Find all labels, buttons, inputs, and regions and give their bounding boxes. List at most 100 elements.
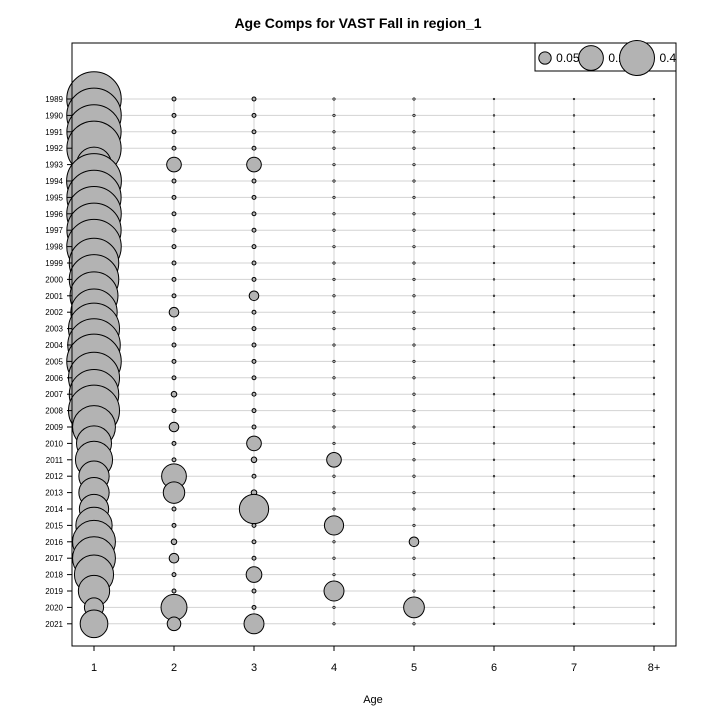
- bubble-point: [332, 441, 336, 445]
- bubble-point: [170, 390, 178, 398]
- bubble-point: [492, 622, 496, 625]
- bubble-point: [492, 311, 496, 314]
- bubble-point: [572, 524, 576, 527]
- bubble-point: [251, 604, 257, 610]
- bubble-point: [492, 294, 496, 297]
- y-tick-label: 1999: [45, 259, 63, 268]
- bubble-point: [251, 96, 257, 102]
- bubble-point: [245, 566, 263, 583]
- y-tick-label: 2002: [45, 308, 63, 317]
- bubble-point: [332, 474, 336, 478]
- bubble-point: [652, 229, 656, 232]
- bubble-point: [168, 421, 180, 433]
- bubble-point: [412, 474, 416, 478]
- bubble-point: [572, 475, 576, 478]
- y-tick-label: 2011: [46, 456, 64, 465]
- bubble-point: [332, 261, 336, 265]
- bubble-point: [412, 425, 416, 429]
- x-tick-label: 5: [411, 662, 417, 674]
- bubble-point: [492, 327, 496, 330]
- y-tick-label: 2019: [45, 587, 63, 596]
- bubble-point: [251, 129, 257, 135]
- bubble-point: [332, 491, 336, 495]
- bubble-point: [332, 556, 336, 560]
- bubble-point: [323, 515, 345, 536]
- bubble-point: [492, 475, 496, 478]
- bubble-point: [332, 163, 336, 167]
- bubble-point: [332, 425, 336, 429]
- bubble-point: [246, 435, 262, 452]
- bubble-point: [332, 327, 336, 331]
- bubble-point: [492, 425, 496, 429]
- bubble-layer: [66, 71, 656, 639]
- x-tick-label: 7: [571, 662, 577, 674]
- bubble-point: [412, 523, 416, 527]
- y-tick-label: 1989: [45, 95, 63, 104]
- bubble-point: [332, 113, 336, 117]
- bubble-point: [492, 278, 496, 281]
- x-tick-label: 2: [171, 662, 177, 674]
- bubble-point: [652, 343, 656, 347]
- y-tick-label: 1993: [45, 161, 63, 170]
- bubble-point: [171, 260, 177, 266]
- bubble-point: [332, 343, 336, 347]
- bubble-point: [572, 343, 576, 347]
- bubble-point: [652, 393, 656, 396]
- x-tick-label: 4: [331, 662, 337, 674]
- bubble-point: [412, 228, 416, 232]
- bubble-point: [652, 245, 656, 248]
- bubble-point: [652, 278, 656, 281]
- bubble-point: [403, 596, 425, 619]
- y-tick-label: 2018: [45, 571, 63, 580]
- bubble-point: [652, 573, 656, 576]
- bubble-point: [251, 522, 257, 528]
- bubble-point: [332, 605, 336, 609]
- bubble-point: [572, 327, 576, 330]
- bubble-point: [652, 425, 656, 429]
- bubble-point: [492, 524, 496, 527]
- bubble-point: [572, 360, 576, 363]
- bubble-point: [572, 179, 576, 183]
- bubble-point: [412, 146, 416, 150]
- bubble-point: [412, 179, 416, 183]
- y-tick-label: 2017: [45, 554, 63, 563]
- bubble-point: [572, 294, 576, 297]
- bubble-point: [171, 178, 177, 184]
- bubble-point: [412, 130, 416, 134]
- bubble-point: [248, 290, 260, 302]
- bubble-point: [652, 458, 656, 461]
- bubble-point: [572, 229, 576, 232]
- bubble-point: [572, 212, 576, 215]
- bubble-point: [412, 212, 416, 216]
- bubble-point: [652, 179, 656, 183]
- bubble-point: [572, 458, 576, 461]
- bubble-point: [171, 522, 177, 528]
- bubble-point: [572, 491, 576, 494]
- bubble-point: [572, 163, 576, 166]
- bubble-point: [171, 408, 177, 414]
- y-tick-label: 1994: [45, 177, 63, 186]
- bubble-point: [652, 130, 656, 133]
- bubble-point: [332, 573, 336, 577]
- bubble-point: [171, 227, 177, 233]
- bubble-point: [171, 358, 177, 364]
- y-tick-label: 2014: [45, 505, 63, 514]
- x-tick-label: 1: [91, 662, 97, 674]
- bubble-point: [160, 593, 188, 621]
- bubble-point: [412, 113, 416, 117]
- bubble-point: [652, 557, 656, 560]
- bubble-point: [251, 244, 257, 250]
- bubble-point: [572, 311, 576, 314]
- bubble-point: [492, 442, 496, 445]
- bubble-point: [412, 261, 416, 265]
- bubble-point: [492, 261, 496, 265]
- bubble-point: [572, 245, 576, 248]
- bubble-point: [652, 147, 656, 150]
- bubble-point: [332, 392, 336, 396]
- bubble-point: [332, 310, 336, 314]
- chart-title: Age Comps for VAST Fall in region_1: [234, 15, 481, 31]
- bubble-point: [332, 540, 336, 544]
- bubble-point: [572, 393, 576, 396]
- bubble-point: [652, 589, 656, 593]
